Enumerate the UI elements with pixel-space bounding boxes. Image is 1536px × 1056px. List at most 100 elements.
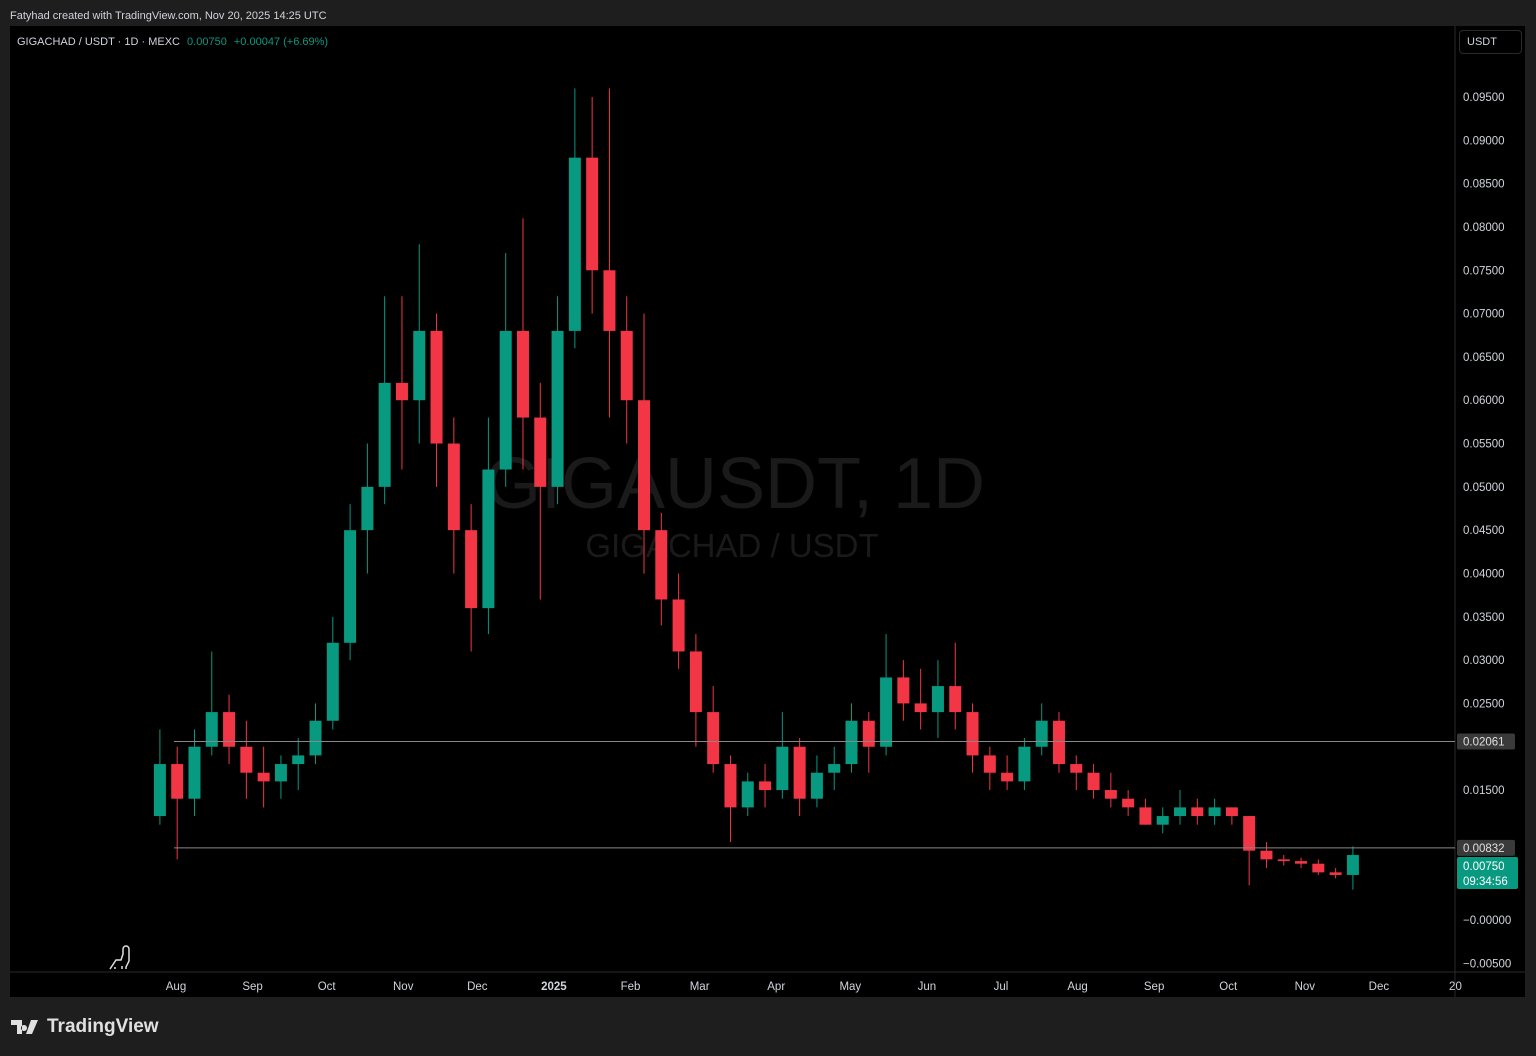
candle-body [274, 764, 287, 782]
currency-button[interactable]: USDT [1459, 30, 1522, 54]
candle-body [810, 772, 823, 799]
candle-body [205, 712, 218, 747]
y-tick-label: 0.09000 [1463, 135, 1505, 147]
x-tick-label: Feb [621, 981, 641, 993]
y-tick-label: 0.06500 [1463, 352, 1505, 364]
candle-body [776, 746, 789, 791]
candle-body [741, 781, 754, 808]
candle-body [395, 382, 408, 401]
y-tick-label: 0.06000 [1463, 395, 1505, 407]
bar-countdown: 09:34:56 [1463, 876, 1508, 888]
candle-body [1312, 863, 1325, 873]
last-price-label-bg [1457, 857, 1518, 889]
candle-body [1070, 764, 1083, 773]
tradingview-logo: TradingView [11, 1016, 159, 1038]
level-label: 0.02061 [1463, 736, 1505, 748]
level-label: 0.00832 [1463, 843, 1505, 855]
candle-body [586, 157, 599, 271]
candle-body [949, 686, 962, 713]
y-tick-label: 0.07000 [1463, 309, 1505, 321]
x-tick-label: Mar [690, 981, 710, 993]
candle-body [897, 677, 910, 704]
candle-body [413, 330, 426, 401]
level-label-bg [1457, 733, 1515, 750]
y-tick-label: 0.05000 [1463, 482, 1505, 494]
y-tick-label: 0.08500 [1463, 179, 1505, 191]
candle-body [759, 781, 772, 791]
candle-body [568, 157, 581, 331]
candle-body [638, 400, 651, 531]
y-tick-label: −0.00000 [1463, 915, 1511, 927]
y-tick-label: 0.03000 [1463, 655, 1505, 667]
candle-body [862, 720, 875, 747]
y-tick-label: 0.07500 [1463, 265, 1505, 277]
y-tick-label: 0.04000 [1463, 568, 1505, 580]
candle-body [344, 530, 357, 643]
symbol-legend: GIGACHAD / USDT · 1D · MEXC 0.00750 +0.0… [17, 36, 328, 48]
dino-icon [109, 945, 130, 970]
x-tick-label: Oct [318, 981, 337, 993]
candle-body [1191, 807, 1204, 817]
last-price-label: 0.00750 [1463, 861, 1505, 873]
candle-body [188, 746, 201, 799]
candle-body [171, 764, 184, 799]
candle-body [931, 686, 944, 713]
chart-credit: Fatyhad created with TradingView.com, No… [10, 10, 327, 22]
y-tick-label: 0.05500 [1463, 439, 1505, 451]
candle-body [880, 677, 893, 747]
last-price: 0.00750 [187, 36, 227, 48]
candle-body [983, 755, 996, 773]
candle-body [689, 651, 702, 713]
candle-body [153, 764, 166, 817]
x-tick-label: Sep [242, 981, 262, 993]
candle-body [257, 772, 270, 782]
candle-body [551, 330, 564, 487]
candle-body [223, 712, 236, 747]
x-tick-label: 20 [1449, 981, 1462, 993]
candle-body [1346, 855, 1359, 875]
candle-body [516, 330, 529, 418]
candle-body [845, 720, 858, 765]
tradingview-logo-icon [11, 1020, 38, 1034]
watermark-subtitle: GIGACHAD / USDT [585, 527, 878, 564]
y-tick-label: −0.00500 [1463, 958, 1511, 970]
brand-name: TradingView [47, 1016, 159, 1037]
candle-body [828, 764, 841, 773]
candle-body [309, 720, 322, 756]
x-tick-label: Nov [393, 981, 414, 993]
x-tick-label: Sep [1144, 981, 1164, 993]
candle-body [966, 712, 979, 756]
y-tick-label: 0.08000 [1463, 222, 1505, 234]
candle-body [707, 712, 720, 765]
candle-body [361, 486, 374, 531]
candle-body [1087, 772, 1100, 791]
candle-body [793, 746, 806, 799]
watermark-title: GIGAUSDT, 1D [485, 444, 985, 524]
level-label-bg [1457, 839, 1515, 856]
candle-body [430, 330, 443, 444]
candle-body [1174, 807, 1187, 817]
candle-body [1052, 720, 1065, 765]
candle-body [482, 469, 495, 609]
x-tick-label: May [839, 981, 861, 993]
candle-body [499, 330, 512, 470]
candle-body [1035, 720, 1048, 747]
y-tick-label: 0.04500 [1463, 525, 1505, 537]
x-tick-label: Nov [1295, 981, 1316, 993]
candle-body [1277, 859, 1290, 862]
x-tick-label: Jul [994, 981, 1009, 993]
candle-body [1260, 850, 1273, 860]
candle-body [1156, 816, 1169, 825]
candle-body [447, 443, 460, 531]
candle-body [655, 530, 668, 600]
candle-body [1295, 861, 1308, 864]
price-change: +0.00047 (+6.69%) [233, 36, 329, 48]
x-tick-label: Aug [1067, 981, 1087, 993]
candle-body [1329, 872, 1342, 875]
candle-body [672, 599, 685, 652]
candle-body [1001, 772, 1014, 782]
candle-body [326, 642, 339, 721]
candle-body [534, 417, 547, 487]
x-tick-label: Jun [918, 981, 937, 993]
